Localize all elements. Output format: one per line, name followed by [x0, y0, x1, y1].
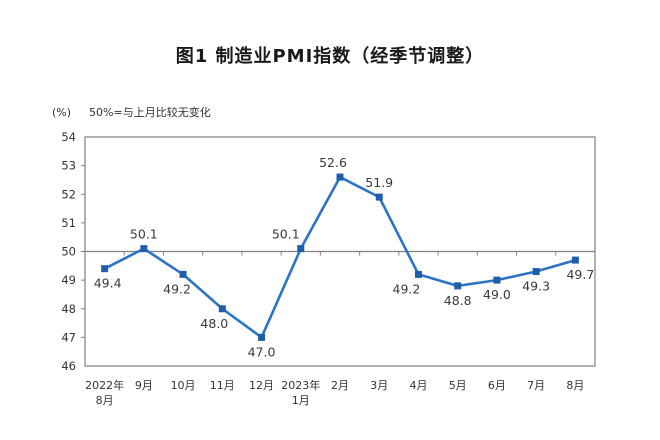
data-point-label: 50.1	[272, 227, 300, 242]
x-axis-label: 3月	[370, 379, 388, 392]
x-axis-label: 1月	[292, 394, 310, 407]
data-point-marker	[297, 245, 305, 253]
y-tick-label: 50	[61, 245, 76, 259]
data-point-marker	[375, 193, 383, 201]
data-point-marker	[532, 268, 540, 276]
x-axis-label: 4月	[409, 379, 427, 392]
y-tick-label: 51	[61, 216, 76, 230]
data-point-label: 48.0	[200, 316, 228, 331]
data-point-label: 50.1	[130, 227, 158, 242]
data-point-label: 49.4	[94, 276, 122, 291]
y-tick-label: 53	[61, 159, 76, 173]
data-point-marker	[258, 333, 266, 341]
data-point-label: 49.3	[522, 279, 550, 294]
data-point-label: 49.2	[163, 281, 191, 296]
data-point-marker	[101, 265, 109, 273]
y-tick-label: 54	[61, 130, 76, 144]
chart-title: 图1 制造业PMI指数（经季节调整）	[175, 46, 485, 67]
data-point-label: 49.7	[566, 267, 594, 282]
x-axis-label: 12月	[249, 379, 274, 392]
y-tick-label: 47	[61, 330, 76, 344]
y-tick-label: 52	[61, 187, 76, 201]
data-point-label: 47.0	[248, 344, 276, 359]
x-axis-label: 8月	[96, 394, 114, 407]
x-axis-label: 7月	[527, 379, 545, 392]
data-point-label: 49.0	[483, 287, 511, 302]
data-point-label: 48.8	[444, 293, 472, 308]
x-axis-label: 6月	[488, 379, 506, 392]
data-point-marker	[179, 270, 187, 278]
data-point-marker	[414, 270, 422, 278]
x-axis-label: 2023年	[281, 378, 320, 392]
data-point-label: 52.6	[319, 155, 347, 170]
x-axis-label: 9月	[135, 379, 153, 392]
x-axis-label: 11月	[210, 379, 235, 392]
data-point-marker	[493, 276, 501, 284]
data-point-marker	[140, 245, 148, 253]
x-axis-label: 5月	[449, 379, 467, 392]
data-point-marker	[571, 256, 579, 264]
data-point-marker	[218, 305, 226, 313]
y-tick-label: 46	[61, 359, 76, 373]
y-axis-unit-label: (%)	[52, 106, 72, 119]
x-axis-label: 8月	[566, 379, 584, 392]
data-point-marker	[454, 282, 462, 290]
x-axis-label: 2月	[331, 379, 349, 392]
axis-note-row: (%) 50%=与上月比较无变化	[52, 104, 211, 120]
data-point-marker	[336, 173, 344, 181]
reference-line-note: 50%=与上月比较无变化	[89, 106, 211, 119]
x-axis-label: 10月	[171, 379, 196, 392]
data-point-label: 49.2	[393, 281, 421, 296]
y-tick-label: 49	[61, 273, 76, 287]
y-tick-label: 48	[61, 302, 76, 316]
x-axis-label: 2022年	[85, 378, 124, 392]
pmi-series-line	[103, 175, 577, 339]
data-point-label: 51.9	[365, 175, 393, 190]
